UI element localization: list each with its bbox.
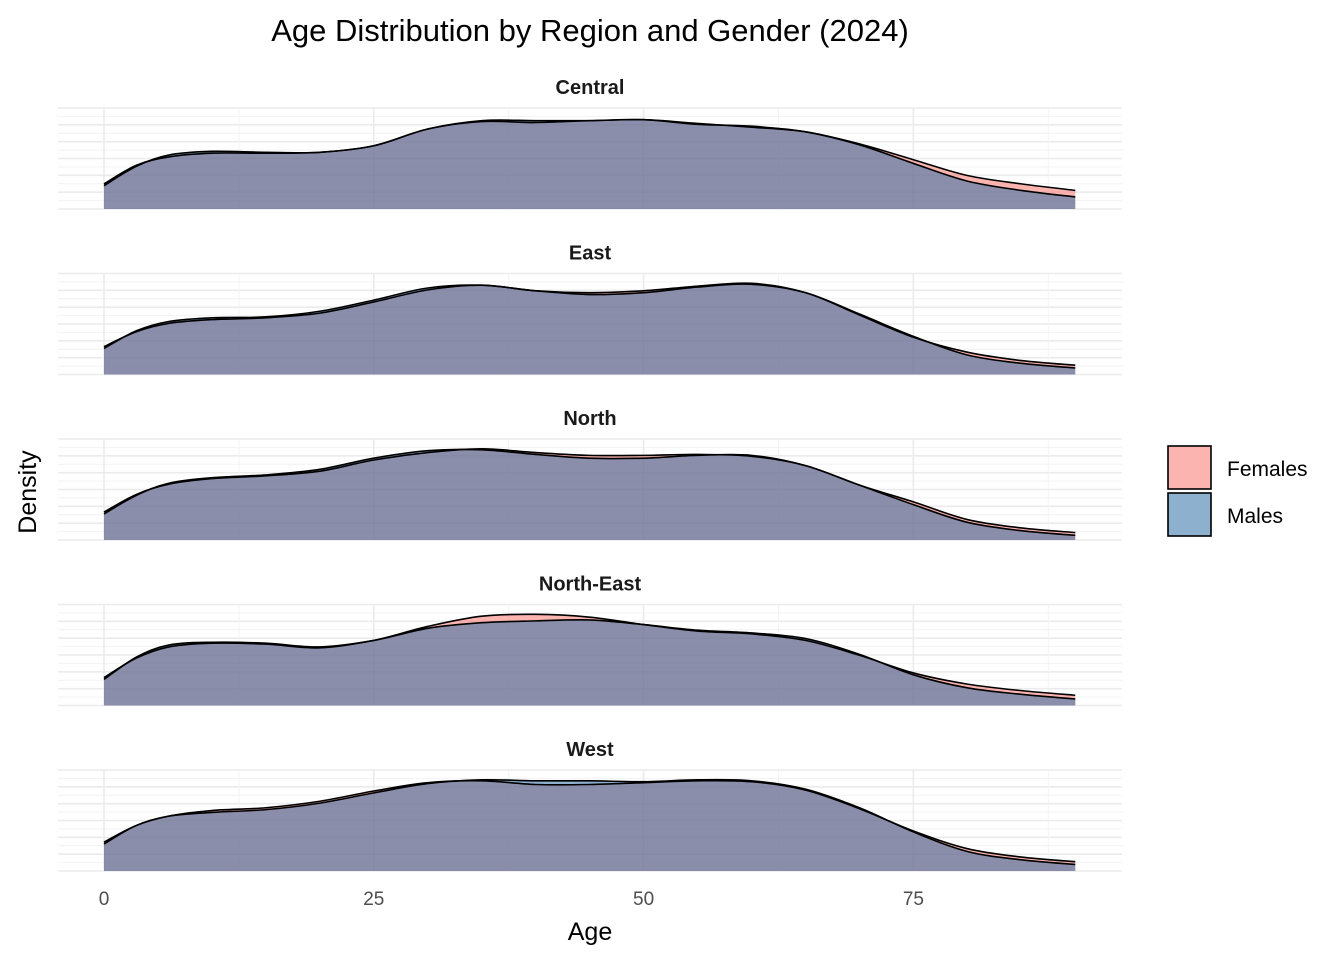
panel-strip-label: North (563, 408, 616, 430)
panel-north: North (58, 408, 1122, 541)
x-tick-label: 0 (99, 889, 110, 910)
area-females-outline (103, 613, 1076, 697)
area-males (104, 779, 1076, 871)
panel-north-east: North-East (58, 574, 1122, 707)
x-axis-title: Age (568, 918, 612, 946)
area-males-outline (103, 778, 1076, 866)
area-males-outline (103, 448, 1076, 537)
x-tick-label: 25 (363, 889, 384, 910)
legend-swatch-males (1167, 492, 1212, 537)
area-males (104, 449, 1076, 540)
panel-strip-label: Central (556, 77, 625, 99)
area-males-outline (103, 118, 1076, 198)
legend-label-females: Females (1227, 458, 1308, 481)
panel-strip-label: West (566, 739, 614, 761)
area-males-outline (103, 283, 1076, 369)
panel-strip-label: East (569, 243, 612, 265)
y-axis-title: Density (14, 450, 42, 534)
panel-east: East (58, 243, 1122, 376)
panels: Central East North North-East West (58, 77, 1122, 872)
x-axis-ticks: 0 25 50 75 (99, 889, 924, 910)
x-tick-label: 75 (903, 889, 924, 910)
area-males-outline (103, 618, 1076, 700)
area-females-outline (103, 448, 1076, 534)
panel-central: Central (58, 77, 1122, 210)
legend-label-males: Males (1227, 505, 1283, 528)
panel-west: West (58, 739, 1122, 872)
panel-strip-label: North-East (539, 574, 642, 596)
chart-title: Age Distribution by Region and Gender (2… (271, 13, 909, 48)
area-females-outline (103, 118, 1076, 192)
area-males (104, 119, 1076, 209)
legend-swatch-females (1167, 445, 1212, 490)
x-tick-label: 50 (633, 889, 654, 910)
area-males (104, 619, 1076, 706)
area-males (104, 284, 1076, 375)
legend: Females Males (1167, 445, 1308, 537)
area-females-outline (103, 282, 1076, 366)
